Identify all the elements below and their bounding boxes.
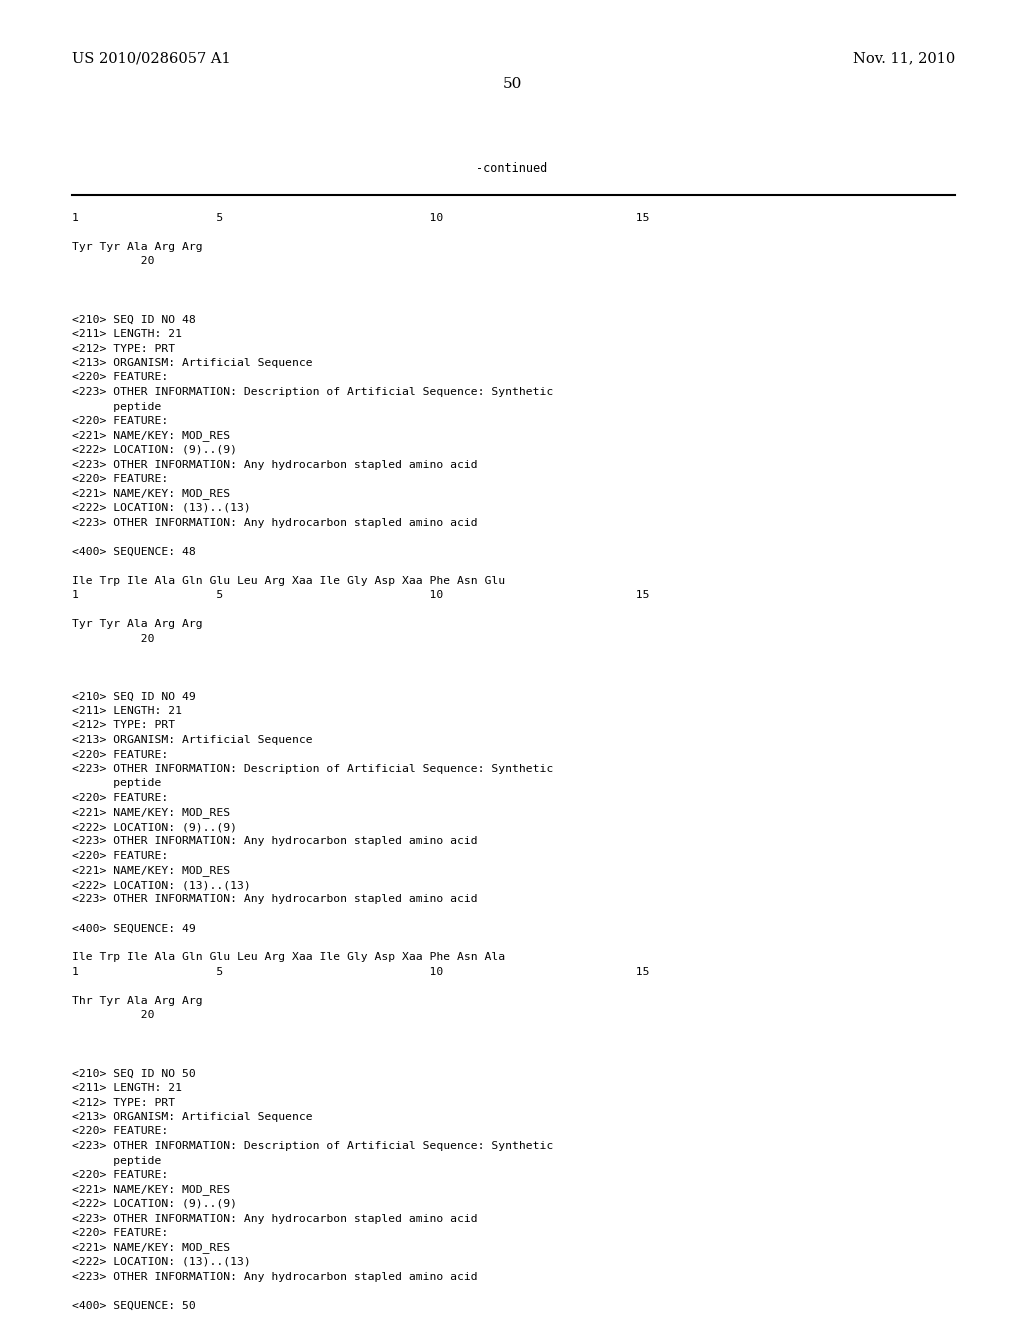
Text: 20: 20	[72, 634, 155, 644]
Text: <222> LOCATION: (9)..(9): <222> LOCATION: (9)..(9)	[72, 445, 237, 455]
Text: <400> SEQUENCE: 48: <400> SEQUENCE: 48	[72, 546, 196, 557]
Text: peptide: peptide	[72, 1155, 162, 1166]
Text: <222> LOCATION: (13)..(13): <222> LOCATION: (13)..(13)	[72, 503, 251, 513]
Text: <213> ORGANISM: Artificial Sequence: <213> ORGANISM: Artificial Sequence	[72, 1111, 312, 1122]
Text: <211> LENGTH: 21: <211> LENGTH: 21	[72, 1082, 182, 1093]
Text: <223> OTHER INFORMATION: Any hydrocarbon stapled amino acid: <223> OTHER INFORMATION: Any hydrocarbon…	[72, 517, 477, 528]
Text: <220> FEATURE:: <220> FEATURE:	[72, 750, 168, 759]
Text: peptide: peptide	[72, 779, 162, 788]
Text: <222> LOCATION: (13)..(13): <222> LOCATION: (13)..(13)	[72, 1257, 251, 1267]
Text: 1                    5                              10                          : 1 5 10	[72, 968, 649, 977]
Text: <220> FEATURE:: <220> FEATURE:	[72, 1228, 168, 1238]
Text: <220> FEATURE:: <220> FEATURE:	[72, 851, 168, 861]
Text: <220> FEATURE:: <220> FEATURE:	[72, 416, 168, 426]
Text: <221> NAME/KEY: MOD_RES: <221> NAME/KEY: MOD_RES	[72, 808, 230, 818]
Text: <210> SEQ ID NO 49: <210> SEQ ID NO 49	[72, 692, 196, 701]
Text: <220> FEATURE:: <220> FEATURE:	[72, 1126, 168, 1137]
Text: <223> OTHER INFORMATION: Any hydrocarbon stapled amino acid: <223> OTHER INFORMATION: Any hydrocarbon…	[72, 459, 477, 470]
Text: US 2010/0286057 A1: US 2010/0286057 A1	[72, 51, 230, 65]
Text: 20: 20	[72, 1011, 155, 1020]
Text: -continued: -continued	[476, 162, 548, 176]
Text: <212> TYPE: PRT: <212> TYPE: PRT	[72, 721, 175, 730]
Text: Tyr Tyr Ala Arg Arg: Tyr Tyr Ala Arg Arg	[72, 242, 203, 252]
Text: <222> LOCATION: (9)..(9): <222> LOCATION: (9)..(9)	[72, 1199, 237, 1209]
Text: Ile Trp Ile Ala Gln Glu Leu Arg Xaa Ile Gly Asp Xaa Phe Asn Ala: Ile Trp Ile Ala Gln Glu Leu Arg Xaa Ile …	[72, 953, 505, 962]
Text: <222> LOCATION: (13)..(13): <222> LOCATION: (13)..(13)	[72, 880, 251, 890]
Text: <400> SEQUENCE: 49: <400> SEQUENCE: 49	[72, 924, 196, 933]
Text: <220> FEATURE:: <220> FEATURE:	[72, 1170, 168, 1180]
Text: <221> NAME/KEY: MOD_RES: <221> NAME/KEY: MOD_RES	[72, 430, 230, 441]
Text: <220> FEATURE:: <220> FEATURE:	[72, 474, 168, 484]
Text: <221> NAME/KEY: MOD_RES: <221> NAME/KEY: MOD_RES	[72, 866, 230, 876]
Text: <223> OTHER INFORMATION: Description of Artificial Sequence: Synthetic: <223> OTHER INFORMATION: Description of …	[72, 764, 553, 774]
Text: <213> ORGANISM: Artificial Sequence: <213> ORGANISM: Artificial Sequence	[72, 735, 312, 744]
Text: 1                    5                              10                          : 1 5 10	[72, 590, 649, 601]
Text: <222> LOCATION: (9)..(9): <222> LOCATION: (9)..(9)	[72, 822, 237, 832]
Text: <223> OTHER INFORMATION: Any hydrocarbon stapled amino acid: <223> OTHER INFORMATION: Any hydrocarbon…	[72, 1213, 477, 1224]
Text: <210> SEQ ID NO 48: <210> SEQ ID NO 48	[72, 314, 196, 325]
Text: <400> SEQUENCE: 50: <400> SEQUENCE: 50	[72, 1300, 196, 1311]
Text: <223> OTHER INFORMATION: Any hydrocarbon stapled amino acid: <223> OTHER INFORMATION: Any hydrocarbon…	[72, 1271, 477, 1282]
Text: <221> NAME/KEY: MOD_RES: <221> NAME/KEY: MOD_RES	[72, 1242, 230, 1254]
Text: Nov. 11, 2010: Nov. 11, 2010	[853, 51, 955, 65]
Text: Ile Trp Ile Ala Gln Glu Leu Arg Xaa Ile Gly Asp Xaa Phe Asn Glu: Ile Trp Ile Ala Gln Glu Leu Arg Xaa Ile …	[72, 576, 505, 586]
Text: <223> OTHER INFORMATION: Description of Artificial Sequence: Synthetic: <223> OTHER INFORMATION: Description of …	[72, 387, 553, 397]
Text: peptide: peptide	[72, 401, 162, 412]
Text: <221> NAME/KEY: MOD_RES: <221> NAME/KEY: MOD_RES	[72, 488, 230, 499]
Text: Tyr Tyr Ala Arg Arg: Tyr Tyr Ala Arg Arg	[72, 619, 203, 630]
Text: <223> OTHER INFORMATION: Any hydrocarbon stapled amino acid: <223> OTHER INFORMATION: Any hydrocarbon…	[72, 837, 477, 846]
Text: 20: 20	[72, 256, 155, 267]
Text: <213> ORGANISM: Artificial Sequence: <213> ORGANISM: Artificial Sequence	[72, 358, 312, 368]
Text: <223> OTHER INFORMATION: Description of Artificial Sequence: Synthetic: <223> OTHER INFORMATION: Description of …	[72, 1140, 553, 1151]
Text: <212> TYPE: PRT: <212> TYPE: PRT	[72, 343, 175, 354]
Text: <211> LENGTH: 21: <211> LENGTH: 21	[72, 706, 182, 715]
Text: Thr Tyr Ala Arg Arg: Thr Tyr Ala Arg Arg	[72, 997, 203, 1006]
Text: <223> OTHER INFORMATION: Any hydrocarbon stapled amino acid: <223> OTHER INFORMATION: Any hydrocarbon…	[72, 895, 477, 904]
Text: <212> TYPE: PRT: <212> TYPE: PRT	[72, 1097, 175, 1107]
Text: 1                    5                              10                          : 1 5 10	[72, 213, 649, 223]
Text: <220> FEATURE:: <220> FEATURE:	[72, 372, 168, 383]
Text: <211> LENGTH: 21: <211> LENGTH: 21	[72, 329, 182, 339]
Text: <220> FEATURE:: <220> FEATURE:	[72, 793, 168, 803]
Text: <210> SEQ ID NO 50: <210> SEQ ID NO 50	[72, 1068, 196, 1078]
Text: <221> NAME/KEY: MOD_RES: <221> NAME/KEY: MOD_RES	[72, 1184, 230, 1196]
Text: 50: 50	[503, 77, 521, 91]
